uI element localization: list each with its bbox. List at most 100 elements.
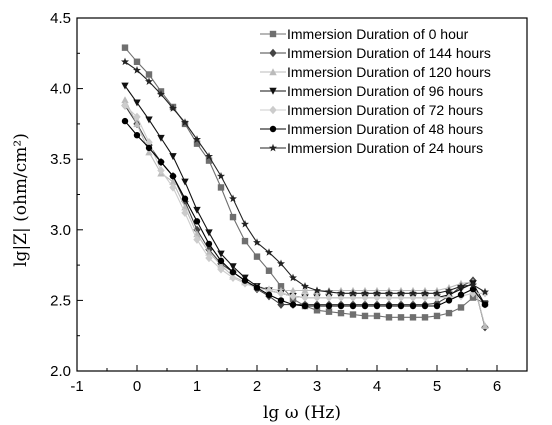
data-point (169, 153, 177, 161)
data-point (133, 120, 141, 128)
data-point (337, 309, 345, 317)
data-point (193, 225, 201, 234)
data-point (469, 280, 477, 289)
data-point (457, 282, 465, 290)
data-point (269, 68, 277, 76)
data-point (289, 286, 297, 294)
data-point (145, 144, 153, 152)
x-tick-label: 6 (493, 378, 501, 395)
x-tick-label: 4 (373, 378, 381, 395)
x-tick-label: 1 (193, 378, 201, 395)
data-point (193, 135, 201, 143)
legend-item: Immersion Duration of 0 hour (260, 26, 469, 42)
legend-item: Immersion Duration of 144 hours (260, 45, 491, 61)
data-point (481, 287, 489, 296)
data-point (313, 286, 321, 294)
data-point (457, 304, 465, 311)
data-point (325, 308, 333, 315)
data-point (349, 302, 357, 310)
legend-item: Immersion Duration of 72 hours (260, 102, 483, 118)
data-point (301, 282, 309, 290)
data-point (193, 140, 201, 147)
data-point (193, 235, 201, 244)
y-axis-title: lg|Z| (ohm/cm²) (11, 133, 31, 267)
data-point (409, 302, 417, 310)
data-point (205, 253, 213, 263)
x-tick-label: -1 (70, 378, 83, 395)
data-point (421, 289, 429, 297)
data-point (205, 248, 213, 256)
data-point (217, 184, 225, 191)
data-point (169, 172, 177, 180)
x-tick-label: 2 (253, 378, 261, 395)
data-point (181, 195, 189, 202)
data-point (181, 178, 189, 186)
data-point (269, 87, 277, 95)
data-point (169, 104, 177, 112)
data-point (397, 314, 405, 321)
data-point (205, 240, 213, 248)
y-tick-label: 3.5 (50, 151, 71, 168)
data-point (313, 302, 321, 310)
data-point (361, 312, 369, 320)
data-point (277, 289, 285, 298)
legend-item: Immersion Duration of 48 hours (260, 121, 483, 137)
data-point (269, 30, 277, 38)
data-point (133, 112, 141, 122)
series-6 (121, 117, 489, 310)
data-point (445, 297, 453, 304)
data-point (361, 302, 369, 310)
data-point (217, 261, 225, 269)
data-point (421, 314, 429, 321)
data-point (469, 285, 477, 293)
data-point (265, 291, 273, 298)
data-point (397, 289, 405, 297)
data-point (145, 77, 153, 85)
data-point (217, 257, 225, 265)
data-point (269, 125, 277, 133)
data-point (157, 90, 165, 98)
data-point (205, 229, 213, 237)
data-point (337, 302, 345, 310)
data-point (325, 302, 333, 310)
data-point (385, 302, 393, 310)
data-point (433, 312, 441, 320)
data-point (445, 286, 453, 294)
data-point (241, 219, 249, 228)
data-point (349, 311, 357, 318)
data-point (181, 118, 189, 126)
legend-label: Immersion Duration of 144 hours (287, 45, 491, 61)
data-point (269, 48, 277, 58)
y-tick-label: 4.5 (50, 10, 71, 27)
legend-label: Immersion Duration of 24 hours (287, 140, 483, 156)
data-point (121, 82, 129, 90)
data-point (289, 301, 297, 308)
legend-label: Immersion Duration of 0 hour (287, 26, 469, 42)
series-layer (121, 44, 489, 332)
data-point (217, 265, 225, 274)
x-tick-label: 0 (133, 378, 141, 395)
data-point (133, 58, 141, 65)
data-point (157, 166, 165, 175)
data-point (265, 248, 273, 256)
data-point (205, 152, 213, 160)
data-point (325, 293, 333, 302)
data-point (481, 301, 489, 308)
data-point (433, 289, 441, 297)
x-axis-title: lg ω (Hz) (263, 403, 341, 423)
data-point (313, 293, 321, 302)
data-point (277, 259, 285, 268)
legend-label: Immersion Duration of 96 hours (287, 83, 483, 99)
data-point (193, 218, 201, 225)
data-point (385, 314, 393, 321)
legend-item: Immersion Duration of 120 hours (260, 64, 491, 80)
data-point (145, 71, 153, 78)
data-point (277, 283, 285, 290)
data-point (421, 302, 429, 310)
legend-item: Immersion Duration of 96 hours (260, 83, 483, 99)
data-point (409, 289, 417, 297)
data-point (229, 213, 237, 221)
data-point (133, 66, 141, 74)
data-point (121, 44, 129, 51)
data-point (301, 293, 309, 302)
